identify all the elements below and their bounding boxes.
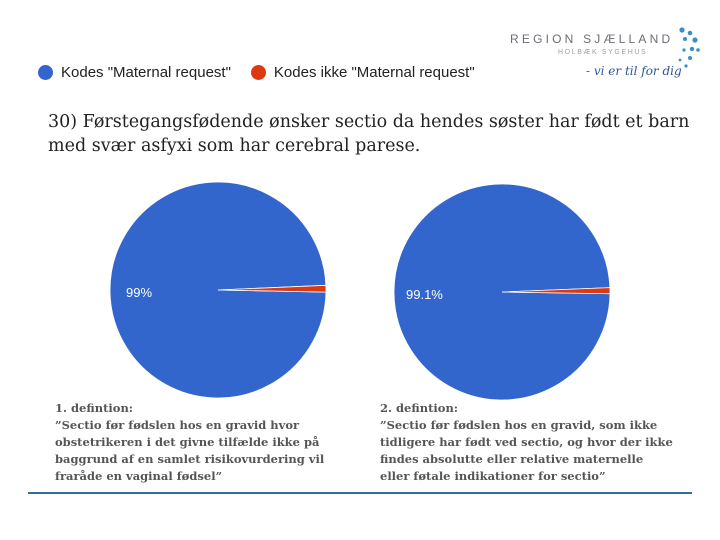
definition-line: eller føtale indikationer for sectio” (380, 469, 606, 483)
definition-line: 2. defintion: (380, 401, 459, 415)
definition-line: 1. defintion: (55, 401, 134, 415)
legend-label: Kodes ikke "Maternal request" (273, 63, 475, 81)
pie-2-value-label: 99.1% (406, 287, 443, 302)
legend-label: Kodes "Maternal request" (61, 63, 231, 81)
legend-item-not-maternal-request: Kodes ikke "Maternal request" (250, 63, 475, 81)
logo-subtitle: HOLBÆK SYGEHUS (558, 49, 648, 56)
definition-line: tidligere har født ved sectio, og hvor d… (380, 435, 673, 449)
definition-line: findes absolutte eller relative maternel… (380, 452, 644, 466)
definition-line: obstetrikeren i det givne tilfælde ikke … (55, 435, 320, 449)
pie-1-slice-not-maternal-request (217, 284, 327, 293)
region-logo: REGION SJÆLLAND HOLBÆK SYGEHUS - vi er t… (506, 22, 706, 90)
definition-2: 2. defintion: ”Sectio før fødslen hos en… (380, 400, 673, 485)
logo-tagline: - vi er til for dig (586, 64, 682, 78)
definition-line: fraråde en vaginal fødsel” (55, 469, 223, 483)
pie-2-slice-not-maternal-request (501, 287, 611, 295)
logo-name: REGION SJÆLLAND (510, 32, 674, 46)
logo-dots-icon (678, 27, 700, 68)
definition-1: 1. defintion: ”Sectio før fødslen hos en… (55, 400, 324, 485)
legend-item-maternal-request: Kodes "Maternal request" (38, 64, 231, 81)
pie-1-value-label: 99% (126, 285, 152, 300)
definition-line: ”Sectio før fødslen hos en gravid, som i… (380, 418, 658, 432)
legend-swatch (250, 64, 266, 80)
bottom-divider (28, 492, 692, 494)
chart-legend: Kodes "Maternal request" Kodes ikke "Mat… (38, 62, 495, 82)
definition-line: baggrund af en samlet risikovurdering vi… (55, 452, 325, 466)
page-title: 30) Førstegangsfødende ønsker sectio da … (48, 112, 690, 156)
legend-swatch (38, 64, 53, 80)
definition-line: ”Sectio før fødslen hos en gravid hvor (55, 418, 300, 432)
